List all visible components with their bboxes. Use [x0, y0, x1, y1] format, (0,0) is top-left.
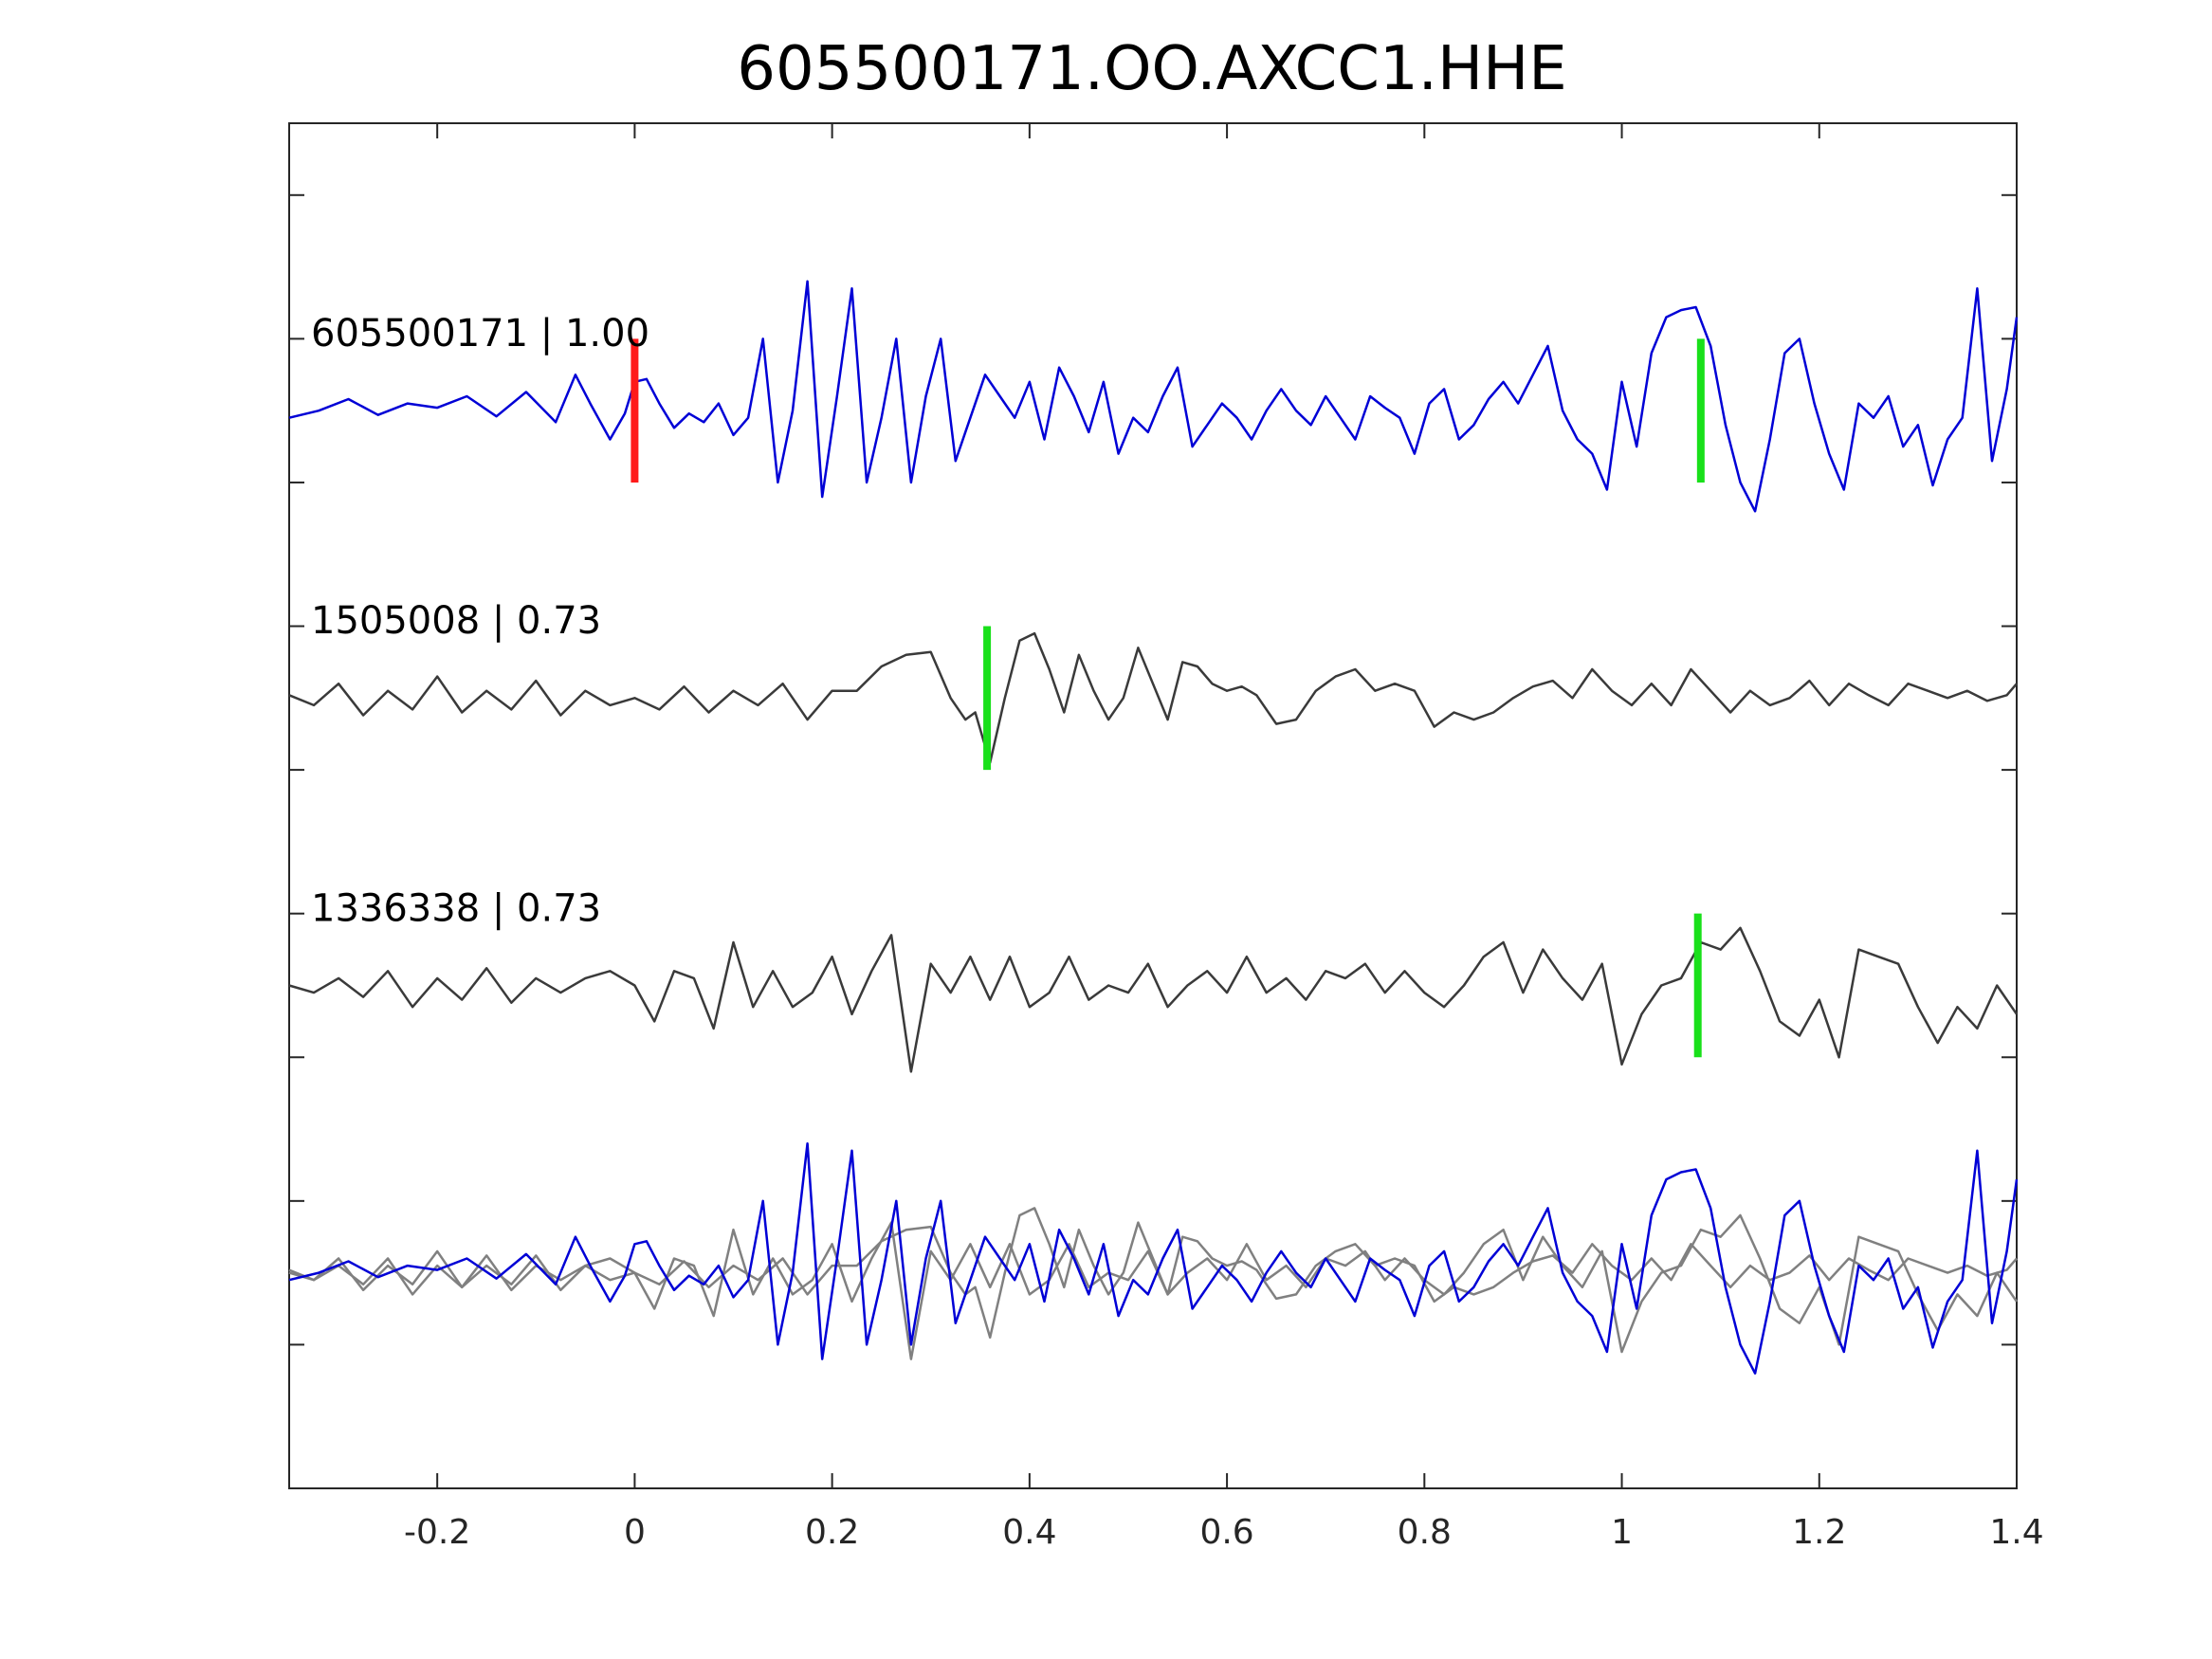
trace-line-605500171 — [288, 280, 2019, 513]
trace-label: 1505008 | 0.73 — [311, 599, 601, 643]
x-tick-label: 0.6 — [1199, 1513, 1253, 1552]
plot-area: -0.2 0 0.2 0.4 0.6 0.8 1 1.2 1.4 605500171 | 1.00… — [288, 122, 2044, 1552]
trace-label: 1336338 | 0.73 — [311, 886, 601, 930]
x-tick-label: 1 — [1611, 1513, 1633, 1552]
x-tick-label: 1.4 — [1989, 1513, 2043, 1552]
trace-label: 605500171 | 1.00 — [311, 312, 649, 356]
trace-line-1505008 — [288, 631, 2018, 764]
x-tick-label: 0.8 — [1398, 1513, 1452, 1552]
overlay-trace-1505008 — [288, 1207, 2018, 1340]
trace-line-1336338 — [288, 926, 2019, 1073]
x-tick-label: 1.2 — [1792, 1513, 1846, 1552]
axes-frame — [288, 122, 2018, 1489]
x-tick-label: -0.2 — [404, 1513, 470, 1552]
overlay-trace-605500171 — [288, 1141, 2019, 1375]
x-tick-label: 0 — [624, 1513, 646, 1552]
x-tick-label: 0.4 — [1002, 1513, 1056, 1552]
x-tick-label: 0.2 — [805, 1513, 859, 1552]
overlay-trace-1336338 — [288, 1213, 2019, 1360]
chart-title: 605500171.OO.AXCC1.HHE — [737, 34, 1566, 104]
